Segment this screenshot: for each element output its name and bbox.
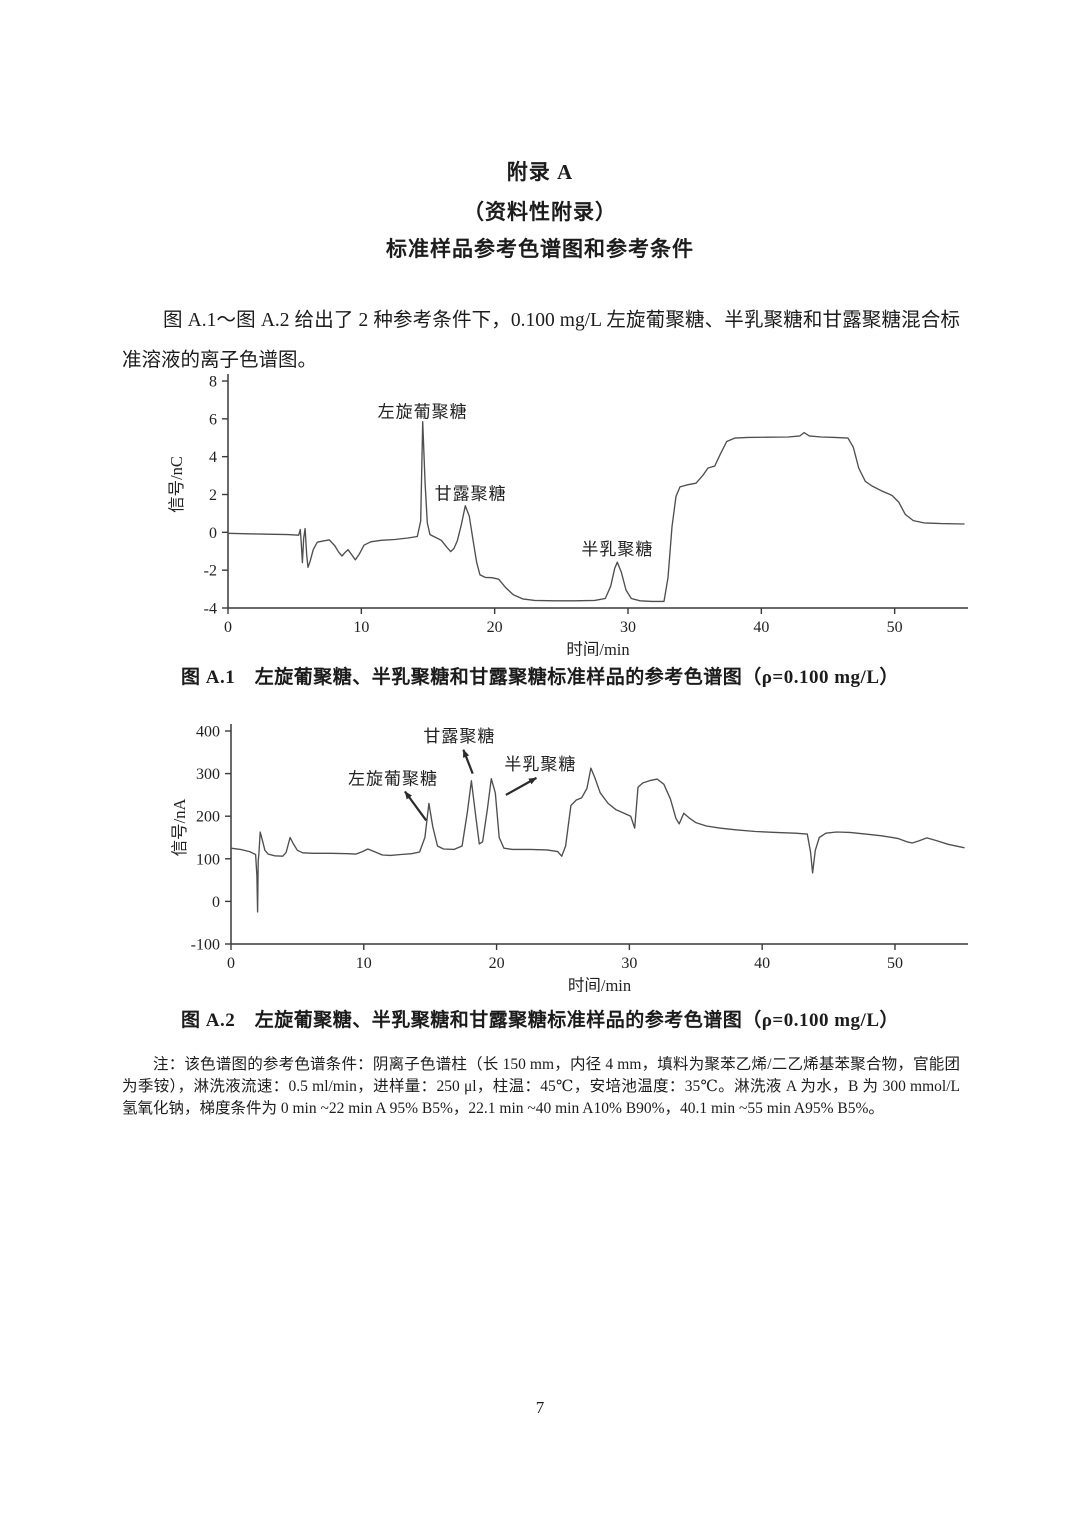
x-tick-label: 50 <box>887 619 903 636</box>
y-axis-title: 信号/nC <box>167 456 186 513</box>
figure-a2-chart: 400 300 200 100 0 -100 0 10 20 30 40 50 信号/nA 时间/min 左… <box>150 712 980 997</box>
peak-label: 左旋葡聚糖 <box>378 402 468 421</box>
section-title: 标准样品参考色谱图和参考条件 <box>386 237 694 261</box>
y-tick-label: 0 <box>209 525 217 542</box>
intro-paragraph: 图 A.1～图 A.2 给出了 2 种参考条件下，0.100 mg/L 左旋葡聚… <box>122 309 960 371</box>
appendix-label: 附录 A <box>506 160 574 184</box>
figure-a1-chart: 8 6 4 2 0 -2 -4 0 10 20 30 40 50 信号/nC 时间/min 左旋葡聚糖 甘露聚糖… <box>150 372 980 661</box>
x-tick-label: 0 <box>227 955 235 972</box>
x-tick-label: 20 <box>487 619 503 636</box>
y-tick-label: 2 <box>209 487 217 504</box>
y-tick-label: 100 <box>196 851 220 868</box>
figure-a2-caption: 图 A.2 左旋葡聚糖、半乳聚糖和甘露聚糖标准样品的参考色谱图（ρ=0.100 … <box>181 1010 899 1031</box>
annotation-arrow <box>462 749 474 774</box>
peak-label: 甘露聚糖 <box>435 485 507 504</box>
x-axis-title: 时间/min <box>568 976 631 992</box>
peak-label: 甘露聚糖 <box>423 727 495 746</box>
appendix-note: （资料性附录） <box>463 200 617 224</box>
x-tick-label: 40 <box>754 955 770 972</box>
y-tick-label: 6 <box>209 411 217 428</box>
y-tick-label: 8 <box>209 374 217 391</box>
y-tick-label: -100 <box>191 937 220 954</box>
x-tick-label: 10 <box>356 955 372 972</box>
figure-a1-caption: 图 A.1 左旋葡聚糖、半乳聚糖和甘露聚糖标准样品的参考色谱图（ρ=0.100 … <box>181 667 899 688</box>
peak-label: 半乳聚糖 <box>504 755 576 774</box>
page-number: 7 <box>535 1398 545 1417</box>
signal-curve <box>230 767 965 913</box>
annotation-arrow <box>404 790 428 822</box>
y-tick-label: 4 <box>209 449 217 466</box>
x-tick-label: 40 <box>753 619 769 636</box>
y-tick-label: 0 <box>212 894 220 911</box>
signal-curve <box>227 421 965 603</box>
x-axis-title: 时间/min <box>566 640 629 656</box>
x-tick-label: 10 <box>353 619 369 636</box>
x-tick-label: 20 <box>489 955 505 972</box>
x-tick-label: 50 <box>887 955 903 972</box>
chromatogram-a2: 400 300 200 100 0 -100 0 10 20 30 40 50 信号/nA 时间/min 左… <box>170 724 968 995</box>
y-axis-title: 信号/nA <box>170 799 189 857</box>
peak-label: 半乳聚糖 <box>581 540 653 559</box>
x-tick-label: 0 <box>224 619 232 636</box>
y-tick-label: 300 <box>196 766 220 783</box>
annotation-arrow <box>505 776 537 796</box>
y-tick-label: 200 <box>196 809 220 826</box>
x-tick-label: 30 <box>620 619 636 636</box>
y-tick-label: -2 <box>204 563 217 580</box>
x-tick-label: 30 <box>621 955 637 972</box>
y-tick-label: -4 <box>204 601 217 618</box>
chromatography-conditions-note: 注：该色谱图的参考色谱条件：阴离子色谱柱（长 150 mm，内径 4 mm，填料… <box>122 1055 960 1117</box>
peak-label: 左旋葡聚糖 <box>348 770 438 789</box>
y-tick-label: 400 <box>196 724 220 741</box>
